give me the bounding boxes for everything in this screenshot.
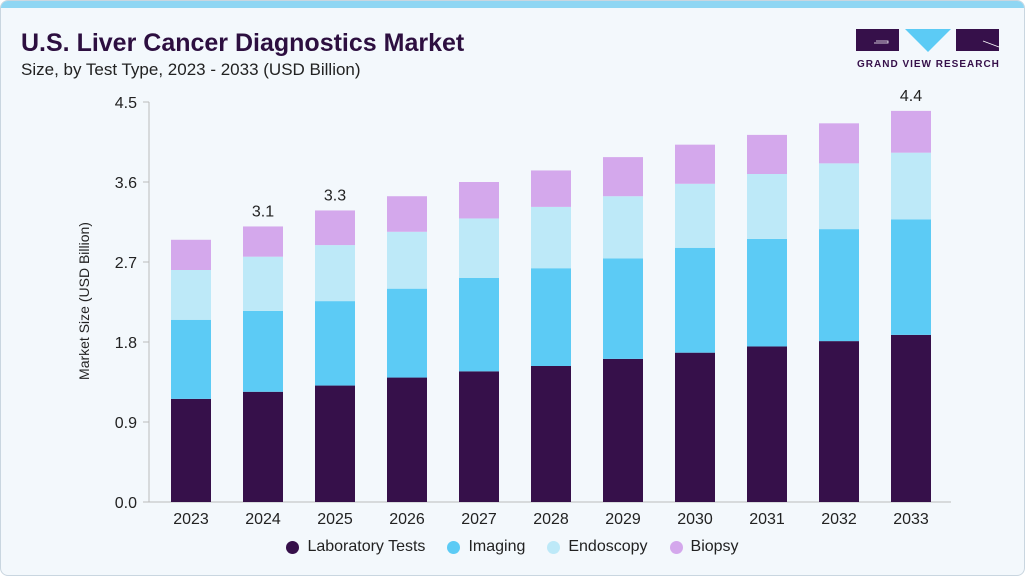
bar-endoscopy-2025 bbox=[315, 245, 355, 302]
legend-label: Endoscopy bbox=[568, 538, 648, 555]
y-tick-label: 1.8 bbox=[115, 335, 137, 352]
bar-imaging-2030 bbox=[675, 247, 715, 353]
bar-endoscopy-2029 bbox=[603, 196, 643, 259]
bar-endoscopy-2033 bbox=[891, 152, 931, 220]
bar-imaging-2032 bbox=[819, 229, 859, 342]
bar-imaging-2027 bbox=[459, 278, 499, 372]
top-accent-strip bbox=[1, 1, 1024, 8]
x-tick-label: 2030 bbox=[677, 511, 713, 528]
bar-biopsy-2033 bbox=[891, 110, 931, 153]
x-tick-label: 2026 bbox=[389, 511, 425, 528]
x-tick-label: 2023 bbox=[173, 511, 209, 528]
x-tick-label: 2025 bbox=[317, 511, 353, 528]
bar-laboratory-tests-2032 bbox=[819, 341, 859, 502]
bar-endoscopy-2024 bbox=[243, 256, 283, 311]
bar-laboratory-tests-2024 bbox=[243, 391, 283, 502]
legend-item: Biopsy bbox=[669, 538, 739, 556]
bar-imaging-2029 bbox=[603, 258, 643, 359]
x-tick-label: 2031 bbox=[749, 511, 785, 528]
legend-item: Imaging bbox=[447, 538, 525, 556]
data-label: 3.1 bbox=[252, 203, 274, 220]
y-tick-label: 0.9 bbox=[115, 415, 137, 432]
bar-laboratory-tests-2027 bbox=[459, 371, 499, 502]
y-tick-label: 4.5 bbox=[115, 95, 137, 112]
bar-imaging-2024 bbox=[243, 310, 283, 392]
legend-marker-icon bbox=[286, 540, 300, 554]
grand-view-research-logo bbox=[856, 29, 1000, 52]
y-tick-label: 3.6 bbox=[115, 175, 137, 192]
bar-endoscopy-2032 bbox=[819, 163, 859, 230]
legend-label: Laboratory Tests bbox=[307, 538, 426, 555]
legend-item: Laboratory Tests bbox=[286, 538, 425, 556]
x-tick-label: 2027 bbox=[461, 511, 497, 528]
bar-imaging-2028 bbox=[531, 268, 571, 366]
bar-imaging-2026 bbox=[387, 288, 427, 378]
bar-imaging-2023 bbox=[171, 319, 211, 399]
legend: Laboratory Tests Imaging Endoscopy Biopsy bbox=[1, 538, 1024, 556]
bar-laboratory-tests-2026 bbox=[387, 377, 427, 502]
legend-label: Imaging bbox=[468, 538, 526, 555]
y-tick-label: 2.7 bbox=[115, 255, 137, 272]
stacked-bar-chart: 0.0 0.9 1.8 2.7 3.6 4.5 Market Size (USD Billi… bbox=[76, 88, 951, 528]
bar-imaging-2025 bbox=[315, 301, 355, 386]
legend-item: Endoscopy bbox=[547, 538, 648, 556]
bar-biopsy-2029 bbox=[603, 157, 643, 197]
bar-endoscopy-2031 bbox=[747, 174, 787, 239]
legend-label: Biopsy bbox=[690, 538, 739, 555]
bar-imaging-2033 bbox=[891, 219, 931, 335]
x-tick-label: 2028 bbox=[533, 511, 569, 528]
bar-endoscopy-2023 bbox=[171, 270, 211, 320]
data-label: 3.3 bbox=[324, 187, 346, 204]
bar-laboratory-tests-2023 bbox=[171, 398, 211, 502]
y-axis-label: Market Size (USD Billion) bbox=[76, 222, 92, 380]
x-tick-label: 2033 bbox=[893, 511, 929, 528]
bar-biopsy-2026 bbox=[387, 196, 427, 232]
bar-laboratory-tests-2030 bbox=[675, 352, 715, 502]
bar-biopsy-2023 bbox=[171, 239, 211, 270]
bar-biopsy-2030 bbox=[675, 144, 715, 184]
bar-laboratory-tests-2025 bbox=[315, 385, 355, 502]
bar-endoscopy-2027 bbox=[459, 218, 499, 278]
x-tick-label: 2032 bbox=[821, 511, 857, 528]
y-tick-label: 0.0 bbox=[115, 495, 137, 512]
legend-marker-icon bbox=[447, 540, 461, 554]
logo-text: GRAND VIEW RESEARCH bbox=[857, 59, 1000, 70]
bar-laboratory-tests-2031 bbox=[747, 346, 787, 502]
bar-laboratory-tests-2033 bbox=[891, 334, 931, 502]
bar-laboratory-tests-2028 bbox=[531, 366, 571, 502]
x-tick-label: 2029 bbox=[605, 511, 641, 528]
bar-endoscopy-2030 bbox=[675, 183, 715, 248]
bar-laboratory-tests-2029 bbox=[603, 358, 643, 502]
legend-marker-icon bbox=[547, 540, 561, 554]
x-tick-label: 2024 bbox=[245, 511, 281, 528]
bar-biopsy-2027 bbox=[459, 182, 499, 219]
chart-title: U.S. Liver Cancer Diagnostics Market bbox=[21, 29, 465, 57]
legend-marker-icon bbox=[669, 540, 683, 554]
bar-biopsy-2025 bbox=[315, 210, 355, 246]
bar-biopsy-2031 bbox=[747, 134, 787, 174]
bar-endoscopy-2026 bbox=[387, 231, 427, 289]
bar-biopsy-2032 bbox=[819, 123, 859, 164]
bar-imaging-2031 bbox=[747, 238, 787, 347]
chart-subtitle: Size, by Test Type, 2023 - 2033 (USD Bil… bbox=[21, 60, 361, 79]
data-label: 4.4 bbox=[900, 88, 922, 105]
bar-endoscopy-2028 bbox=[531, 206, 571, 269]
bar-biopsy-2028 bbox=[531, 170, 571, 207]
bar-biopsy-2024 bbox=[243, 226, 283, 257]
